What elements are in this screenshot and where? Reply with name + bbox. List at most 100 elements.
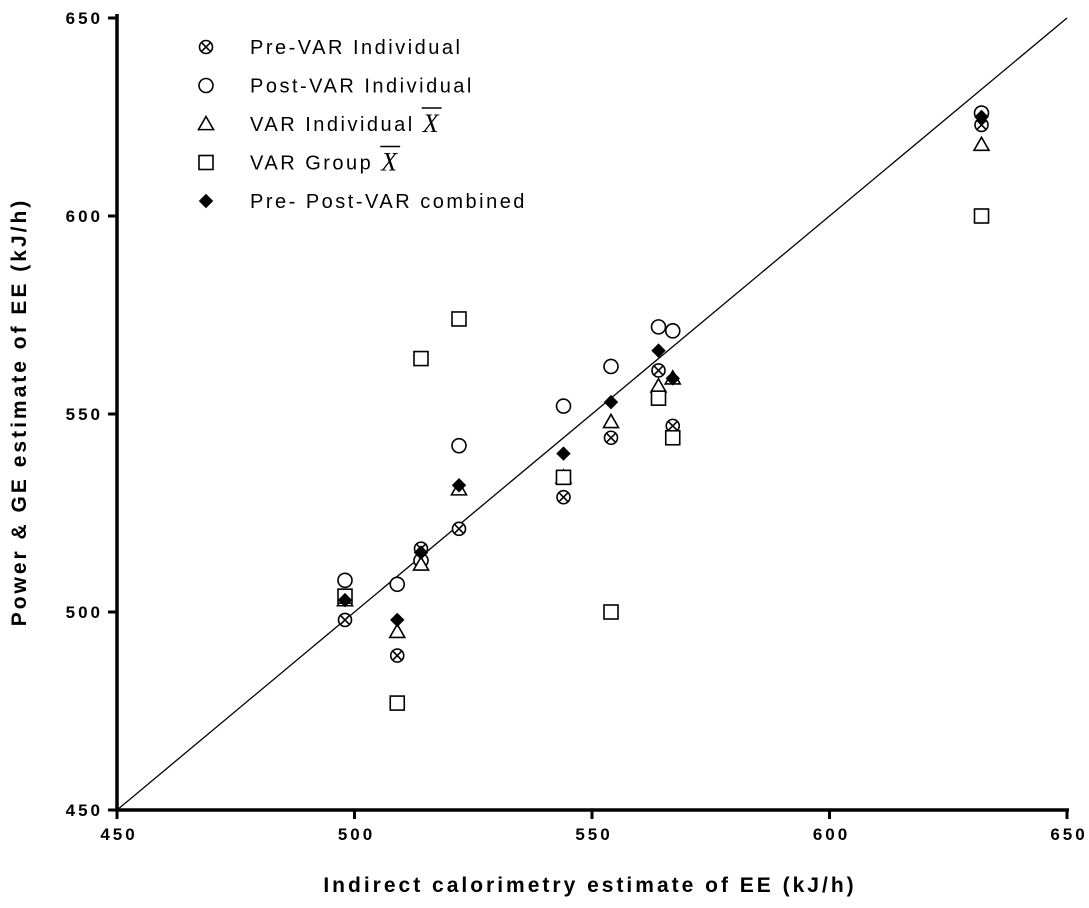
- data-point-series-5: [451, 478, 467, 493]
- legend-label: Pre-VAR Individual: [250, 37, 462, 59]
- data-point-series-4: [973, 208, 990, 224]
- data-point-series-5: [337, 592, 353, 608]
- data-point-series-2: [337, 572, 353, 589]
- marker-triangle: [602, 412, 620, 429]
- marker-triangle: [197, 114, 215, 131]
- x-tick-label: 600: [813, 825, 850, 844]
- x-tick-label: 450: [100, 825, 137, 844]
- marker-circle: [337, 572, 353, 589]
- marker-triangle: [972, 135, 991, 152]
- marker-circle: [198, 77, 214, 94]
- y-tick-label: 500: [66, 603, 103, 622]
- data-point-series-1: [651, 363, 666, 378]
- data-point-series-5: [665, 371, 680, 386]
- marker-diamond: [651, 343, 666, 358]
- data-point-series-3: [602, 412, 620, 429]
- y-axis-title: Power & GE estimate of EE (kJ/h): [8, 198, 31, 627]
- data-point-series-3: [388, 622, 407, 639]
- data-point-series-4: [664, 429, 681, 446]
- data-point-series-2: [650, 319, 667, 335]
- marker-square: [555, 469, 572, 486]
- x-tick-label: 500: [338, 825, 375, 844]
- marker-square: [198, 154, 214, 171]
- data-point-series-1: [556, 489, 571, 505]
- data-point-series-3: [972, 135, 991, 152]
- marker-circle: [451, 437, 467, 454]
- data-point-series-4: [603, 604, 619, 620]
- data-point-series-2: [451, 437, 467, 454]
- marker-square: [664, 429, 681, 446]
- marker-cross: [976, 119, 987, 131]
- marker-square: [603, 604, 619, 620]
- data-point-series-1: [337, 612, 353, 628]
- marker-diamond: [198, 193, 214, 209]
- plot-area: [116, 17, 1068, 811]
- marker-circle: [389, 576, 406, 593]
- marker-cross: [200, 41, 212, 53]
- x-tick-label: 550: [575, 825, 612, 844]
- data-point-series-5: [974, 109, 989, 125]
- marker-diamond: [603, 394, 619, 410]
- data-point-series-4: [650, 390, 667, 406]
- data-point-series-2: [389, 576, 406, 593]
- marker-triangle: [388, 622, 407, 639]
- marker-circle: [650, 319, 667, 335]
- marker-square: [650, 390, 667, 406]
- data-point-series-3: [649, 377, 668, 393]
- marker-square: [451, 311, 467, 327]
- data-point-series-5: [651, 343, 666, 358]
- data-point-series-2: [664, 323, 681, 339]
- legend-label: VAR Group: [250, 153, 373, 175]
- marker-square: [389, 695, 406, 711]
- y-tick-label: 650: [66, 9, 103, 28]
- identity-line: [116, 17, 1068, 811]
- data-point-series-2: [555, 398, 572, 414]
- legend-marker: [198, 193, 214, 209]
- marker-triangle: [649, 377, 668, 393]
- y-tick-label: 450: [66, 801, 103, 820]
- legend-item: Post-VAR Individual: [198, 76, 474, 98]
- marker-circle: [603, 358, 619, 375]
- marker-square: [413, 350, 429, 367]
- marker-diamond: [665, 371, 680, 386]
- marker-cross: [453, 523, 465, 535]
- marker-circle: [555, 398, 572, 414]
- legend-item: Pre-VAR Individual: [198, 37, 462, 59]
- x-tick-label: 650: [1050, 825, 1087, 844]
- marker-cross: [558, 491, 569, 503]
- axes: 450 500 550 600 650 450 500 550 600 650: [66, 9, 1087, 844]
- marker-diamond: [556, 446, 571, 461]
- legend-label: Pre- Post-VAR combined: [250, 191, 527, 213]
- legend-item: VAR Individual X: [197, 107, 442, 138]
- marker-cross: [605, 432, 617, 443]
- x-axis-title: Indirect calorimetry estimate of EE (kJ/…: [323, 874, 856, 897]
- data-point-series-5: [556, 446, 571, 461]
- legend-label: Post-VAR Individual: [250, 76, 474, 98]
- marker-square: [973, 208, 990, 224]
- marker-cross: [667, 420, 678, 432]
- marker-cross: [653, 365, 664, 376]
- legend-marker: [197, 114, 215, 131]
- legend-marker: [198, 154, 214, 171]
- legend-mean-symbol: X: [422, 109, 440, 138]
- data-point-series-1: [603, 430, 619, 446]
- y-tick-label: 550: [66, 405, 103, 424]
- legend-mean-symbol: X: [380, 148, 398, 177]
- legend: Pre-VAR Individual Post-VAR Individual VAR…: [197, 37, 527, 213]
- data-point-series-4: [451, 311, 467, 327]
- data-point-series-4: [413, 350, 429, 367]
- legend-label: VAR Individual: [250, 114, 415, 136]
- data-point-series-5: [390, 612, 405, 628]
- data-points: [336, 105, 991, 711]
- legend-marker: [198, 77, 214, 94]
- data-point-series-5: [603, 394, 619, 410]
- marker-diamond: [451, 478, 467, 493]
- legend-item: VAR Group X: [198, 145, 401, 177]
- data-point-series-4: [389, 695, 406, 711]
- legend-marker: [198, 39, 214, 55]
- marker-diamond: [390, 612, 405, 628]
- data-point-series-2: [603, 358, 619, 375]
- data-point-series-3: [412, 555, 430, 571]
- marker-cross: [339, 614, 351, 626]
